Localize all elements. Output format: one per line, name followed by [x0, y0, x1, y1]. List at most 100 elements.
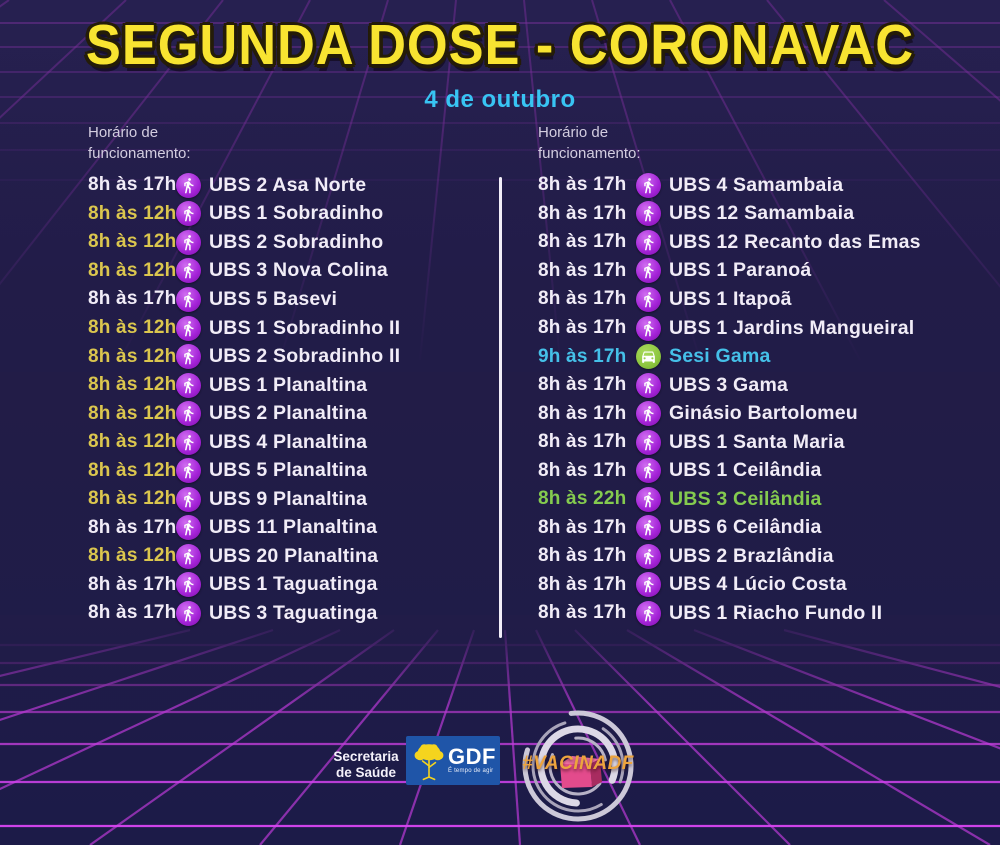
location-label: UBS 1 Sobradinho II	[209, 316, 401, 339]
walking-person-icon	[636, 201, 661, 227]
time-label: 8h às 12h	[88, 202, 177, 224]
time-label: 8h às 17h	[88, 288, 177, 310]
location-label: UBS 2 Sobradinho II	[209, 345, 401, 368]
schedule-row: 8h às 22h UBS 3 Ceilândia	[538, 485, 921, 514]
time-label: 8h às 17h	[88, 174, 177, 196]
location-label: UBS 1 Taguatinga	[209, 573, 378, 596]
schedule-row: 8h às 17h UBS 1 Jardins Mangueiral	[538, 314, 921, 343]
time-label: 8h às 17h	[538, 545, 627, 567]
location-label: UBS 2 Asa Norte	[209, 173, 367, 196]
secretaria-line2: de Saúde	[335, 765, 397, 780]
column-header-line2: funcionamento:	[538, 145, 641, 162]
drive-thru-car-icon	[636, 344, 661, 370]
time-label: 8h às 17h	[538, 174, 627, 196]
schedule-row: 8h às 12h UBS 3 Nova Colina	[88, 257, 400, 286]
walking-person-icon	[176, 229, 201, 255]
schedule-row: 8h às 12h UBS 2 Planaltina	[88, 399, 400, 428]
time-label: 8h às 12h	[88, 459, 177, 481]
walking-person-icon	[176, 572, 201, 598]
time-label: 8h às 12h	[88, 488, 177, 510]
schedule-row: 8h às 17h UBS 5 Basevi	[88, 285, 400, 314]
location-label: UBS 5 Basevi	[209, 287, 338, 310]
schedule-row: 8h às 12h UBS 20 Planaltina	[88, 542, 400, 571]
time-label: 8h às 17h	[88, 602, 177, 624]
vacinadf-cube-icon	[560, 756, 602, 788]
secretaria-line1: Secretaria	[333, 749, 399, 764]
walking-person-icon	[636, 372, 661, 398]
walking-person-icon	[636, 258, 661, 284]
column-header: Horário de funcionamento:	[88, 122, 400, 164]
time-label: 8h às 12h	[88, 545, 177, 567]
time-label: 8h às 17h	[538, 431, 627, 453]
schedule-row: 8h às 12h UBS 9 Planaltina	[88, 485, 400, 514]
schedule-column-left: Horário de funcionamento: 8h às 17h UBS …	[88, 122, 400, 628]
walking-person-icon	[176, 600, 201, 626]
column-header: Horário de funcionamento:	[538, 122, 921, 164]
walking-person-icon	[176, 515, 201, 541]
schedule-row: 8h às 17h Ginásio Bartolomeu	[538, 399, 921, 428]
secretaria-saude-logo: Secretaria de Saúde	[326, 749, 406, 781]
location-label: UBS 2 Sobradinho	[209, 230, 384, 253]
schedule-row: 8h às 12h UBS 1 Sobradinho	[88, 200, 400, 229]
schedule-row: 8h às 12h UBS 1 Planaltina	[88, 371, 400, 400]
schedule-row: 8h às 12h UBS 4 Planaltina	[88, 428, 400, 457]
location-label: UBS 4 Lúcio Costa	[669, 573, 847, 596]
time-label: 8h às 12h	[88, 431, 177, 453]
location-label: UBS 12 Recanto das Emas	[669, 230, 921, 253]
walking-person-icon	[636, 486, 661, 512]
location-label: UBS 3 Ceilândia	[669, 487, 822, 510]
location-label: UBS 1 Paranoá	[669, 259, 812, 282]
walking-person-icon	[636, 458, 661, 484]
walking-person-icon	[636, 572, 661, 598]
walking-person-icon	[636, 315, 661, 341]
gdf-tree-icon	[413, 741, 445, 781]
time-label: 8h às 12h	[88, 374, 177, 396]
walking-person-icon	[176, 486, 201, 512]
walking-person-icon	[176, 543, 201, 569]
walking-person-icon	[176, 172, 201, 198]
time-label: 8h às 17h	[538, 202, 627, 224]
time-label: 8h às 17h	[538, 402, 627, 424]
location-label: UBS 1 Jardins Mangueiral	[669, 316, 915, 339]
location-label: UBS 9 Planaltina	[209, 487, 368, 510]
walking-person-icon	[176, 286, 201, 312]
schedule-list-right: 8h às 17h UBS 4 Samambaia 8h às 17h UBS …	[538, 171, 921, 628]
time-label: 8h às 17h	[538, 317, 627, 338]
time-label: 8h às 12h	[88, 259, 177, 281]
walking-person-icon	[636, 172, 661, 198]
time-label: 8h às 22h	[538, 488, 627, 510]
schedule-row: 8h às 17h UBS 4 Samambaia	[538, 171, 921, 200]
location-label: UBS 1 Ceilândia	[669, 459, 822, 482]
walking-person-icon	[636, 286, 661, 312]
time-label: 8h às 12h	[88, 231, 177, 253]
time-label: 8h às 12h	[88, 317, 177, 338]
location-label: UBS 1 Planaltina	[209, 373, 368, 396]
vacinadf-arcs-icon	[522, 710, 634, 822]
schedule-row: 8h às 17h UBS 12 Recanto das Emas	[538, 228, 921, 257]
walking-person-icon	[176, 401, 201, 427]
walking-person-icon	[176, 258, 201, 284]
location-label: UBS 3 Taguatinga	[209, 601, 378, 624]
location-label: UBS 6 Ceilândia	[669, 516, 822, 539]
location-label: UBS 4 Planaltina	[209, 430, 368, 453]
schedule-row: 8h às 17h UBS 1 Paranoá	[538, 257, 921, 286]
time-label: 8h às 17h	[538, 231, 627, 253]
time-label: 8h às 17h	[88, 573, 177, 595]
walking-person-icon	[176, 201, 201, 227]
column-header-line2: funcionamento:	[88, 145, 191, 162]
location-label: UBS 12 Samambaia	[669, 202, 855, 225]
column-header-line1: Horário de	[88, 124, 159, 141]
schedule-row: 8h às 17h UBS 6 Ceilândia	[538, 514, 921, 543]
location-label: UBS 1 Itapoã	[669, 287, 792, 310]
vacinadf-hashtag: #VACINADF	[522, 753, 634, 774]
time-label: 9h às 17h	[538, 345, 627, 367]
location-label: Sesi Gama	[669, 345, 771, 368]
schedule-column-right: Horário de funcionamento: 8h às 17h UBS …	[538, 122, 921, 628]
location-label: UBS 4 Samambaia	[669, 173, 844, 196]
schedule-row: 8h às 12h UBS 1 Sobradinho II	[88, 314, 400, 343]
walking-person-icon	[176, 344, 201, 370]
walking-person-icon	[176, 429, 201, 455]
walking-person-icon	[636, 429, 661, 455]
location-label: UBS 3 Nova Colina	[209, 259, 388, 282]
